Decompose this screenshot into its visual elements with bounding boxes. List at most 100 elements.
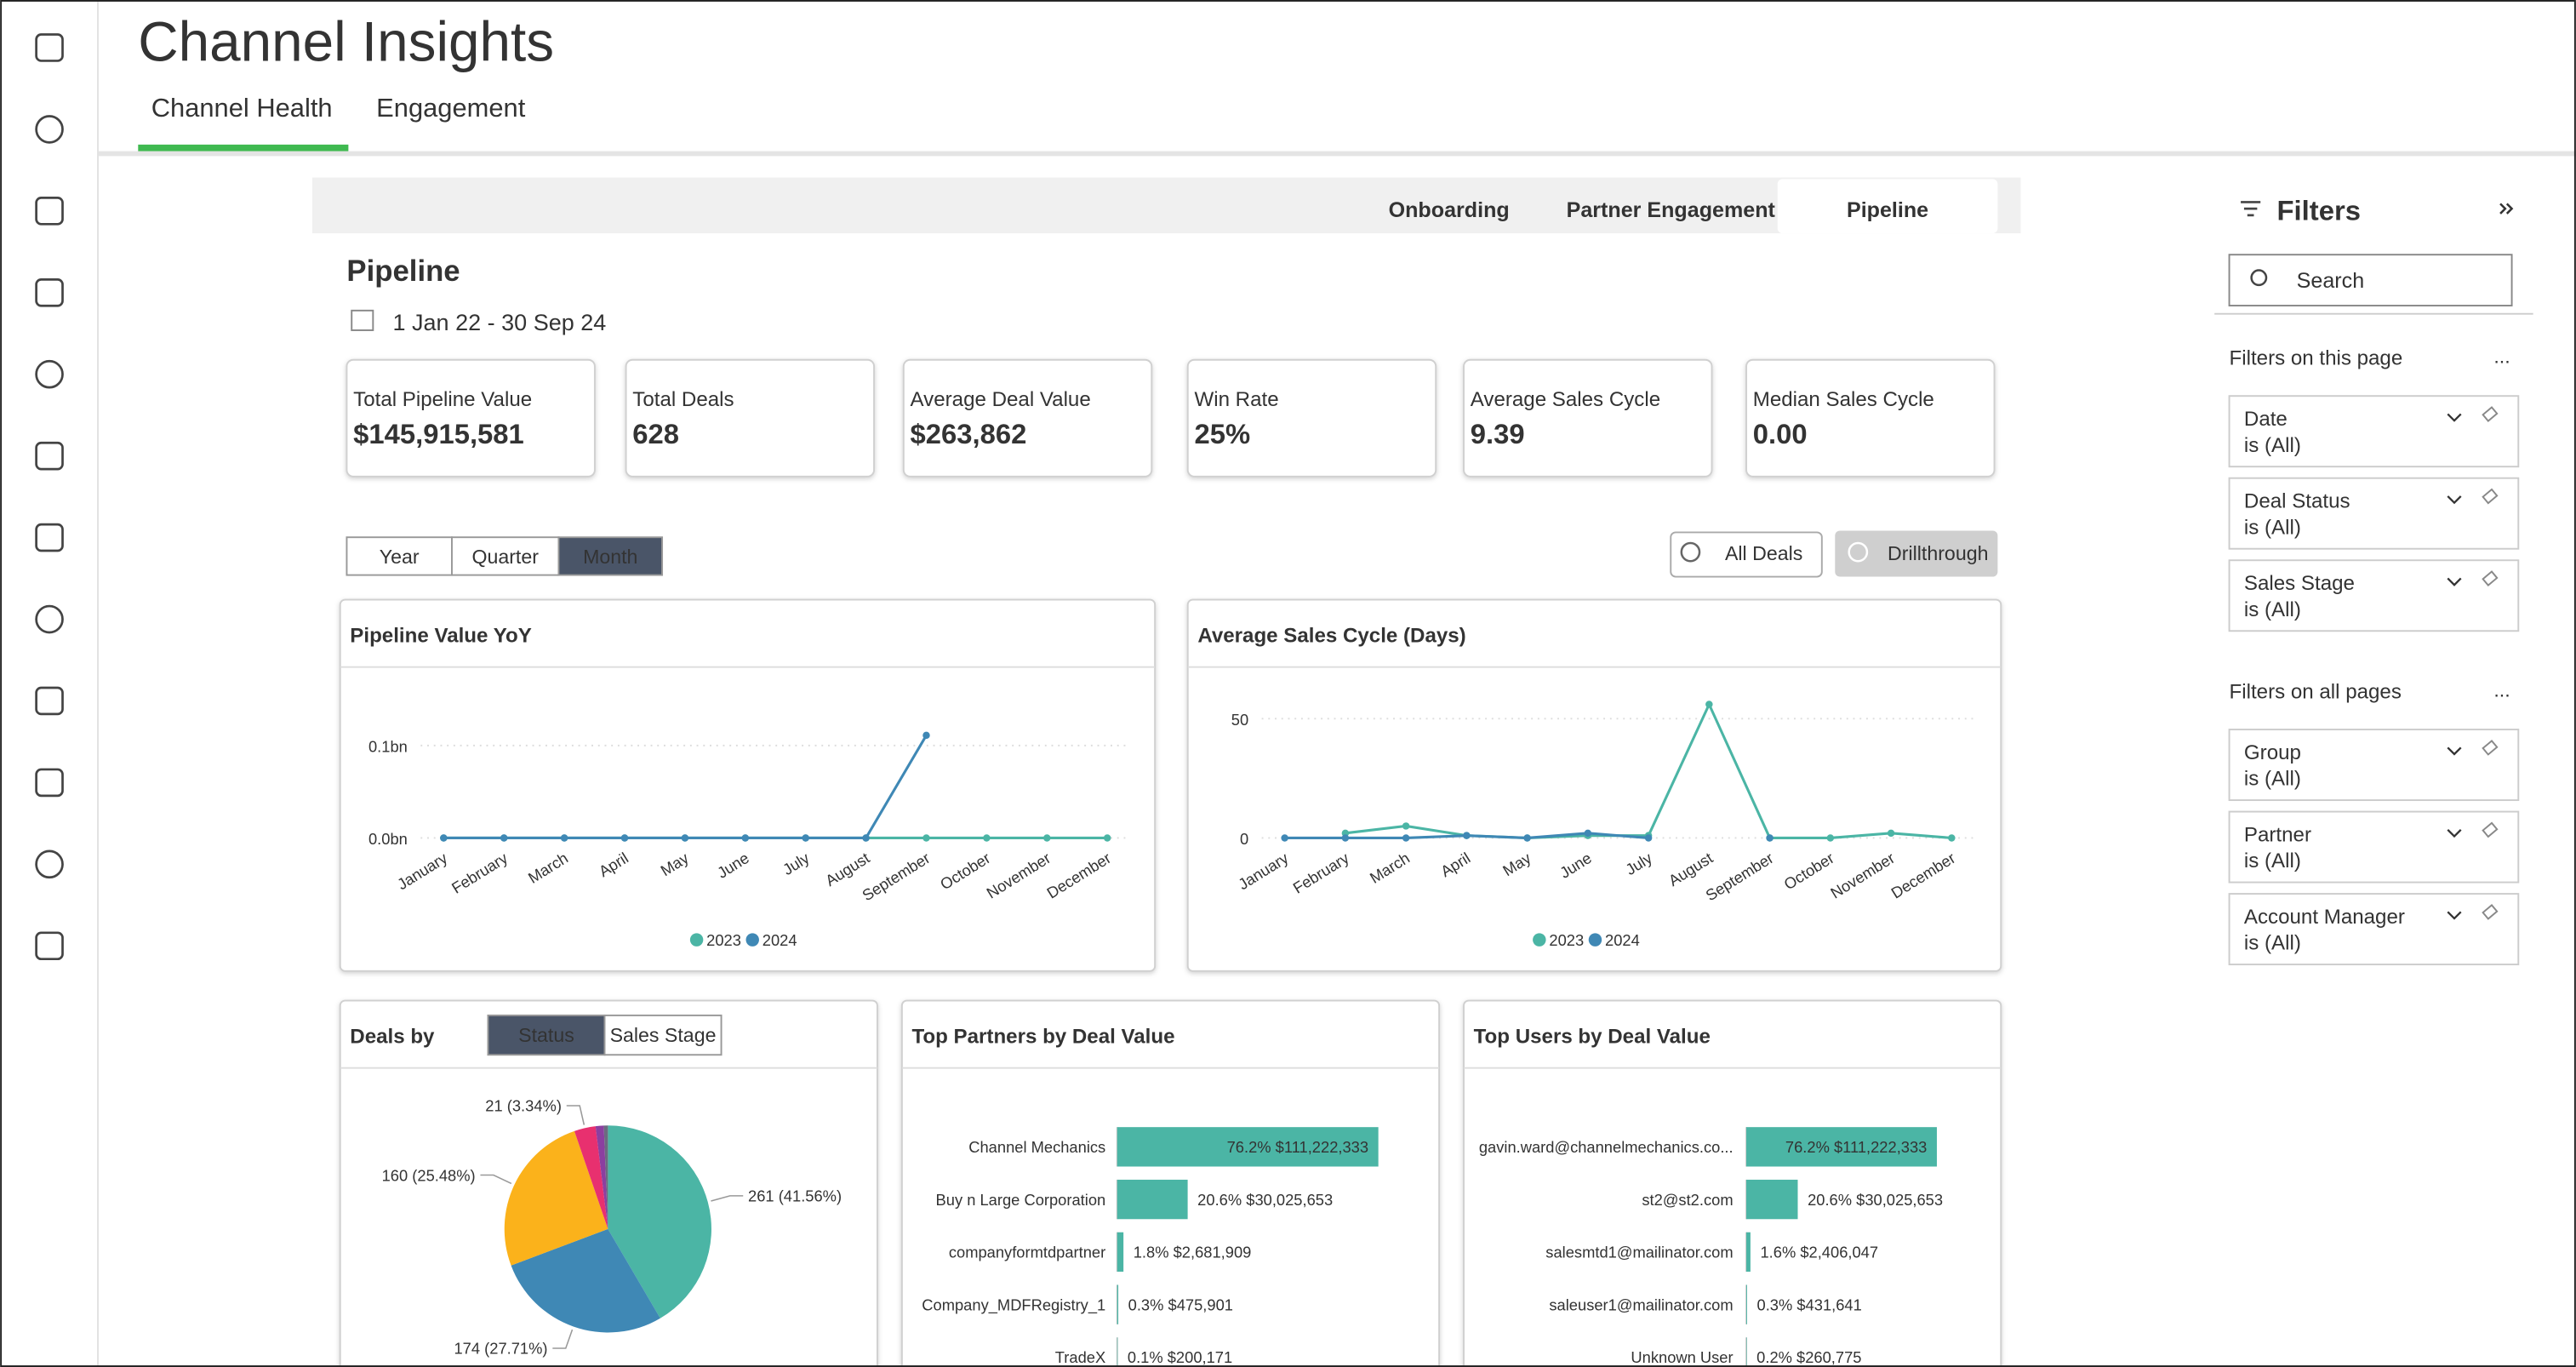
sidebar-icon[interactable]	[35, 931, 64, 961]
search-placeholder[interactable]: Search	[2297, 269, 2364, 293]
filters-title: Filters	[2277, 195, 2361, 226]
sidebar-icon[interactable]	[35, 441, 64, 471]
chevron[interactable]	[2447, 828, 2462, 838]
filter-card[interactable]	[2228, 395, 2520, 468]
data-point	[1402, 834, 1410, 842]
filter-card[interactable]	[2228, 729, 2520, 802]
kpi-value: 628	[632, 418, 679, 449]
chart-title: Top Partners by Deal Value	[911, 1026, 1174, 1049]
data-label: 174 (27.71%)	[454, 1340, 547, 1358]
bar-category: Unknown User	[1631, 1348, 1733, 1366]
data-point	[1043, 834, 1051, 842]
data-point	[862, 834, 870, 842]
clear-icon[interactable]	[2482, 740, 2499, 756]
pie-slice	[511, 1228, 660, 1333]
toggle-label[interactable]: Month	[583, 546, 637, 568]
kpi-label: Average Deal Value	[911, 388, 1091, 411]
chevron[interactable]	[2447, 746, 2462, 756]
more-button[interactable]: ...	[2493, 346, 2510, 368]
legend-swatch	[1588, 933, 1602, 947]
tab[interactable]: Channel Health	[151, 93, 333, 123]
toggle-label[interactable]: Year	[380, 546, 420, 568]
data-point	[681, 834, 689, 842]
chart-title: Average Sales Cycle (Days)	[1197, 625, 1465, 648]
report-tab[interactable]: Onboarding	[1389, 198, 1510, 222]
data-label: 1.6% $2,406,047	[1760, 1244, 1878, 1261]
data-point	[983, 834, 991, 842]
clear-icon[interactable]	[2482, 406, 2499, 422]
bar	[1117, 1232, 1124, 1273]
kpi-value: 0.00	[1753, 418, 1808, 449]
data-point	[922, 731, 930, 740]
report-tab[interactable]: Partner Engagement	[1567, 198, 1776, 222]
sidebar-icon[interactable]	[35, 768, 64, 798]
bar	[1117, 1179, 1188, 1220]
drillthrough-button[interactable]	[1835, 530, 1998, 577]
search-label[interactable]: All Deals	[1725, 542, 1802, 564]
filter-card[interactable]	[2228, 893, 2520, 966]
data-point	[1766, 834, 1773, 842]
data-label: 0.3% $475,901	[1128, 1296, 1233, 1313]
tab[interactable]: Engagement	[376, 93, 526, 123]
sidebar-icon[interactable]	[35, 523, 64, 552]
toggle-label[interactable]: Status	[518, 1024, 574, 1046]
chevron[interactable]	[2447, 413, 2462, 422]
toggle-label[interactable]: Sales Stage	[610, 1024, 717, 1046]
sidebar-icon[interactable]	[35, 849, 64, 879]
search-button[interactable]	[1670, 531, 1823, 578]
sidebar-icon[interactable]	[35, 197, 64, 226]
filter-name: Date	[2244, 408, 2288, 431]
chevron[interactable]	[2447, 911, 2462, 920]
sidebar-icon[interactable]	[35, 277, 64, 307]
data-label: 76.2% $111,222,333	[1785, 1138, 1927, 1156]
bar	[1746, 1179, 1798, 1220]
collapse-icon[interactable]	[2499, 203, 2514, 214]
sidebar-icon[interactable]	[35, 604, 64, 634]
chevron[interactable]	[2447, 495, 2462, 505]
filter-state: is (All)	[2244, 849, 2301, 872]
clear-icon[interactable]	[2482, 904, 2499, 920]
chevron[interactable]	[2447, 577, 2462, 586]
sidebar-icon[interactable]	[35, 115, 64, 144]
kpi-label: Total Deals	[632, 388, 734, 411]
kpi-label: Total Pipeline Value	[353, 388, 532, 411]
drillthrough-label[interactable]: Drillthrough	[1888, 542, 1988, 564]
y-tick-label: 0	[1240, 830, 1248, 848]
filter-card[interactable]	[2228, 477, 2520, 550]
pie-slice	[504, 1130, 608, 1266]
filter-state: is (All)	[2244, 598, 2301, 621]
filter-card[interactable]	[2228, 559, 2520, 632]
more-button[interactable]: ...	[2493, 678, 2510, 701]
data-point	[1103, 834, 1111, 842]
bar-category: Company_MDFRegistry_1	[922, 1296, 1105, 1314]
search-icon	[2250, 269, 2268, 287]
filter-name: Sales Stage	[2244, 572, 2355, 595]
clear-icon[interactable]	[2482, 821, 2499, 838]
kpi-value: 25%	[1194, 418, 1250, 449]
filter-name: Account Manager	[2244, 906, 2405, 929]
search-icon	[1680, 541, 1701, 563]
sidebar-icon[interactable]	[35, 686, 64, 716]
data-label: 0.2% $260,775	[1756, 1348, 1861, 1366]
report-tab[interactable]: Pipeline	[1847, 198, 1928, 222]
clear-icon[interactable]	[2482, 488, 2499, 505]
toggle-label[interactable]: Quarter	[471, 546, 539, 568]
bar	[1746, 1284, 1747, 1324]
sidebar-icon[interactable]	[35, 359, 64, 389]
leader-line	[480, 1174, 512, 1185]
search-box[interactable]	[2228, 254, 2513, 306]
toggle-button[interactable]	[557, 536, 664, 576]
kpi-label: Median Sales Cycle	[1753, 388, 1934, 411]
filter-state: is (All)	[2244, 768, 2301, 791]
sidebar-icon[interactable]	[35, 33, 64, 62]
filter-card[interactable]	[2228, 810, 2520, 884]
data-label: 261 (41.56%)	[748, 1187, 842, 1205]
toggle-button[interactable]	[603, 1014, 723, 1056]
data-point	[1826, 834, 1835, 842]
header-shadow	[98, 151, 2576, 157]
data-point	[802, 834, 809, 842]
toggle-button[interactable]	[451, 536, 560, 576]
kpi-card	[1745, 358, 1996, 478]
clear-icon[interactable]	[2482, 570, 2499, 586]
